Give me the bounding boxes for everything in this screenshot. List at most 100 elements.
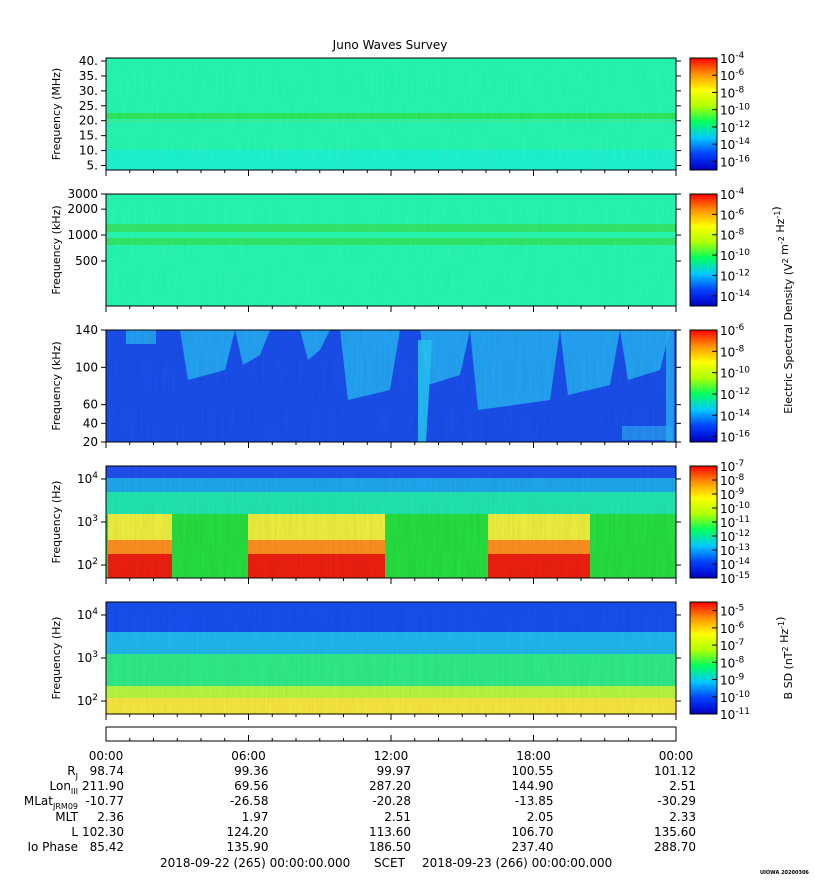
panel-1-ytick-label: 35. [79, 69, 98, 83]
colorbar-3-tick-label: 10-10 [720, 366, 750, 381]
panel-4: 104 103 102 Frequency (Hz) [50, 465, 681, 584]
ephem-value: 135.60 [654, 824, 696, 839]
ephem-row-label: LonIII [49, 779, 79, 797]
colorbar-2-gradient [690, 194, 717, 306]
ephem-value: 102.30 [82, 824, 124, 839]
colorbar-5-frame [689, 601, 718, 715]
ephem-value: 99.36 [234, 764, 269, 778]
colorbar-1-tick-label: 10-16 [720, 154, 750, 169]
colorbar-4-tick-label: 10-13 [720, 543, 750, 558]
colorbar-3-tick-label: 10-14 [720, 408, 750, 423]
colorbar-4-tick-label: 10-11 [720, 515, 750, 530]
colorbar-5-label: B SD (nT2 Hz-1) [774, 617, 795, 700]
colorbar-4-tick-label: 10-10 [720, 501, 750, 516]
panel-5: 104 103 102 Frequency (Hz) [50, 601, 681, 720]
panel3-texture [106, 330, 676, 442]
colorbar-5-tick-label: 10-7 [720, 638, 744, 653]
ephem-row-label: MLatJRM09 [23, 794, 78, 812]
colorbar-1-frame [689, 57, 718, 171]
colorbar-4-tick-label: 10-12 [720, 529, 750, 544]
panel-1-ytick-label: 10. [79, 144, 98, 158]
colorbar-1-tick-label: 10-12 [720, 120, 750, 135]
panel-4-ylabel: Frequency (Hz) [50, 481, 63, 564]
colorbar-1: 10-4 10-6 10-8 10-10 10-12 10-14 10-16 [689, 51, 750, 171]
panel-4-ytick-label: 102 [77, 557, 98, 572]
colorbar-3-tick-label: 10-8 [720, 344, 745, 359]
colorbar-4-tick-label: 10-7 [720, 459, 744, 474]
ephem-value: 100.55 [511, 764, 554, 778]
ephem-value: 113.60 [369, 824, 411, 839]
ephem-value: 287.20 [369, 779, 411, 794]
panel-1-ytick-label: 20. [79, 114, 98, 128]
colorbar-3-frame [689, 329, 718, 443]
panel-5-ytick-label: 104 [77, 607, 98, 622]
time-tick-label: 18:00 [516, 749, 551, 763]
ephem-value: 2.51 [384, 809, 411, 824]
colorbar-1-gradient [690, 58, 717, 170]
colorbar-5-tick-label: 10-11 [720, 707, 750, 722]
time-tick-label: 00:00 [659, 749, 694, 763]
ephem-row-label: L [71, 824, 78, 839]
time-range-end: 2018-09-23 (266) 00:00:00.000 [422, 856, 613, 870]
ephem-value: 124.20 [226, 824, 269, 839]
time-range-start: 2018-09-22 (265) 00:00:00.000 [160, 856, 351, 870]
panel-2-ytick-label: 2000 [67, 202, 98, 216]
colorbar-5-gradient [690, 602, 717, 714]
colorbar-1-tick-label: 10-6 [720, 68, 745, 83]
time-axis: 00:00 06:00 12:00 18:00 00:00 [89, 726, 694, 763]
ephem-value: 2.33 [669, 809, 696, 824]
ephem-value: -20.28 [372, 794, 411, 809]
ephem-value: 288.70 [654, 840, 696, 854]
time-tick-label: 06:00 [231, 749, 266, 763]
panel-1-ylabel: Frequency (MHz) [50, 68, 63, 160]
ephem-row-label: MLT [55, 809, 78, 824]
panel-5-ytick-label: 102 [77, 693, 98, 708]
colorbar-2-tick-label: 10-8 [720, 228, 745, 243]
ephem-value: 99.97 [376, 764, 411, 778]
panel-1-ytick-label: 15. [79, 129, 98, 143]
colorbar-2-label: Electric Spectral Density (V2 m-2 Hz-1) [770, 206, 795, 413]
colorbar-3-tick-label: 10-16 [720, 430, 750, 445]
ephem-value: 106.70 [511, 824, 554, 839]
colorbar-5-tick-label: 10-5 [720, 604, 744, 619]
colorbar-4-tick-label: 10-9 [720, 487, 745, 502]
panel-4-ytick-label: 104 [77, 471, 98, 486]
ephem-value: 2.36 [97, 809, 124, 824]
colorbar-3: 10-6 10-8 10-10 10-12 10-14 10-16 [689, 323, 750, 445]
panel5-texture [106, 602, 676, 714]
ephem-row-label: Io Phase [27, 840, 78, 854]
ephem-value: 98.74 [89, 764, 124, 778]
ephem-value: 211.90 [82, 779, 124, 794]
ephem-row-label: RJ [67, 764, 78, 781]
ephem-value: 135.90 [226, 840, 269, 854]
panel-3: 140 100 60 40 20 Frequency (kHz) [50, 323, 681, 449]
colorbar-3-tick-label: 10-12 [720, 387, 750, 402]
colorbar-1-tick-label: 10-14 [720, 137, 750, 152]
colorbar-1-tick-label: 10-10 [720, 103, 750, 118]
panel-5-ylabel: Frequency (Hz) [50, 617, 63, 700]
panel-2-ylabel: Frequency (kHz) [50, 205, 63, 294]
colorbar-5-tick-label: 10-9 [720, 673, 745, 688]
footer-stamp: UIOWA 20200306 [760, 870, 809, 876]
ephem-value: 1.97 [241, 809, 269, 824]
ephem-value: -10.77 [85, 794, 124, 809]
panel-3-ytick-label: 140 [75, 323, 98, 337]
colorbar-3-tick-label: 10-6 [720, 323, 745, 338]
ephem-value: 69.56 [234, 779, 269, 794]
colorbar-2-tick-label: 10-10 [720, 248, 750, 263]
panel4-texture [106, 466, 676, 578]
panel2-texture [106, 194, 676, 306]
time-tick-label: 12:00 [374, 749, 409, 763]
colorbar-4-tick-label: 10-8 [720, 473, 745, 488]
ephem-value: 186.50 [369, 840, 411, 854]
ephem-value: 101.12 [654, 764, 696, 778]
colorbar-4-tick-label: 10-14 [720, 557, 750, 572]
panel-2-ytick-label: 3000 [67, 187, 98, 201]
panel-1: 40.35.30.25.20.15.10.5. Frequency (MHz) [50, 54, 681, 176]
time-range-scet: SCET [374, 856, 405, 870]
time-tick-label: 00:00 [89, 749, 124, 763]
ephem-value: 237.40 [511, 840, 554, 854]
